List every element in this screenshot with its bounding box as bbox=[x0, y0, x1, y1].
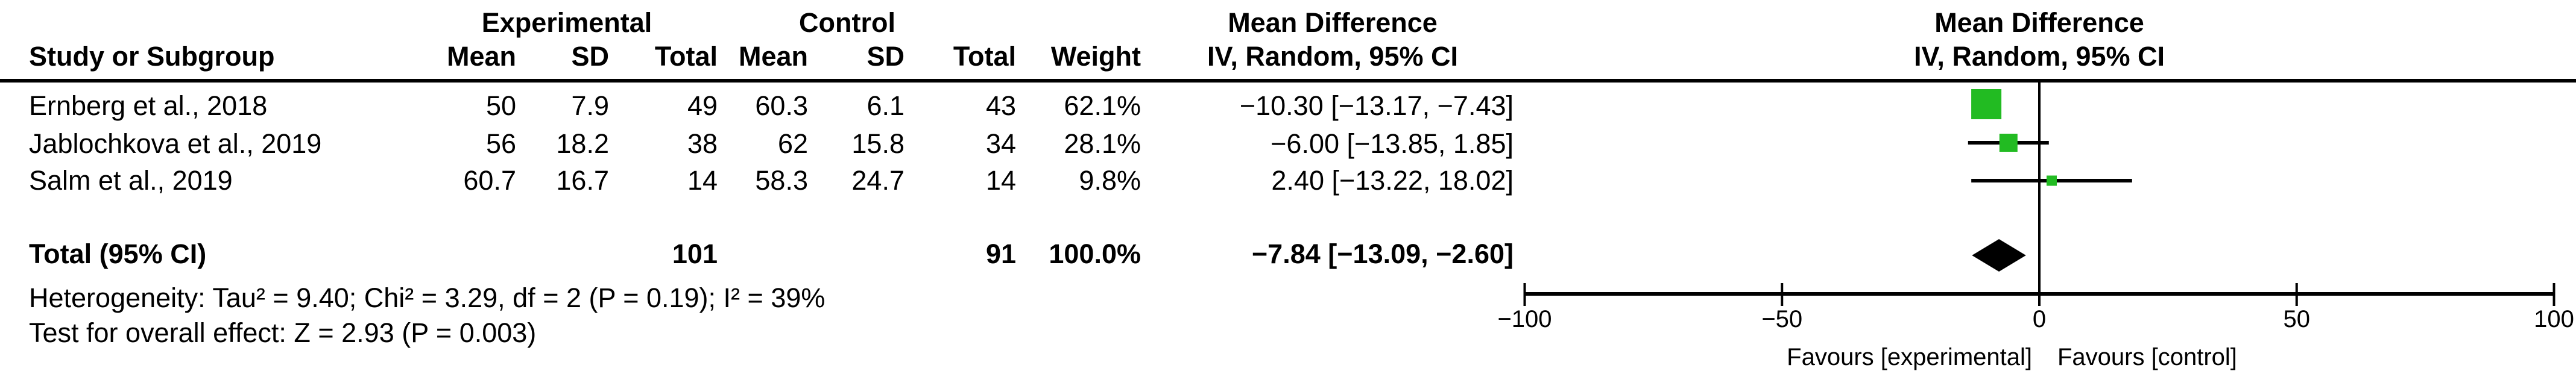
axis-tick bbox=[1523, 283, 1526, 306]
axis-tick bbox=[2552, 283, 2555, 306]
favours-left-label: Favours [experimental] bbox=[1787, 344, 2032, 370]
effect-square bbox=[2046, 175, 2057, 186]
summary-diamond bbox=[1972, 239, 2026, 272]
favours-right-label: Favours [control] bbox=[2057, 344, 2237, 370]
total-ctrl: 14 bbox=[985, 165, 1016, 196]
tick-label: 100 bbox=[2534, 306, 2574, 332]
total-exp: 38 bbox=[687, 128, 718, 159]
table-row: Salm et al., 2019 60.7 16.7 14 58.3 24.7… bbox=[0, 164, 2576, 198]
mean-exp: 60.7 bbox=[463, 165, 516, 196]
axis-tick bbox=[2038, 283, 2041, 306]
ci-value: 2.40 [−13.22, 18.02] bbox=[1271, 165, 1514, 196]
column-header-total-exp: Total bbox=[654, 41, 718, 72]
group-header-control: Control bbox=[799, 7, 895, 38]
overall-effect-text: Test for overall effect: Z = 2.93 (P = 0… bbox=[29, 317, 537, 348]
column-header-sd-exp: SD bbox=[571, 41, 609, 72]
total-n-ctrl: 91 bbox=[985, 238, 1016, 269]
column-header-sd-ctrl: SD bbox=[867, 41, 904, 72]
weight-value: 62.1% bbox=[1064, 90, 1141, 121]
table-row: Jablochkova et al., 2019 56 18.2 38 62 1… bbox=[0, 127, 2576, 161]
column-header-mean-exp: Mean bbox=[446, 41, 516, 72]
sd-ctrl: 6.1 bbox=[867, 90, 904, 121]
total-row: Total (95% CI) 101 91 100.0% −7.84 [−13.… bbox=[0, 237, 2576, 271]
column-header-ci: IV, Random, 95% CI bbox=[1207, 41, 1458, 72]
column-header-weight: Weight bbox=[1050, 41, 1141, 72]
study-name: Jablochkova et al., 2019 bbox=[29, 128, 322, 159]
ci-value: −6.00 [−13.85, 1.85] bbox=[1271, 128, 1514, 159]
total-ci: −7.84 [−13.09, −2.60] bbox=[1251, 238, 1514, 269]
sd-exp: 16.7 bbox=[556, 165, 609, 196]
axis-tick bbox=[1781, 283, 1784, 306]
sd-exp: 7.9 bbox=[571, 90, 609, 121]
column-header-mean-ctrl: Mean bbox=[738, 41, 808, 72]
study-name: Salm et al., 2019 bbox=[29, 165, 233, 196]
sd-ctrl: 24.7 bbox=[851, 165, 904, 196]
ci-value: −10.30 [−13.17, −7.43] bbox=[1239, 90, 1514, 121]
mean-exp: 56 bbox=[485, 128, 516, 159]
heterogeneity-text: Heterogeneity: Tau² = 9.40; Chi² = 3.29,… bbox=[29, 282, 826, 313]
total-weight: 100.0% bbox=[1049, 238, 1141, 269]
effect-square bbox=[1999, 134, 2018, 152]
effect-square bbox=[1971, 89, 2002, 119]
mean-ctrl: 58.3 bbox=[755, 165, 808, 196]
total-ctrl: 43 bbox=[985, 90, 1016, 121]
mean-exp: 50 bbox=[485, 90, 516, 121]
sd-exp: 18.2 bbox=[556, 128, 609, 159]
tick-label: −100 bbox=[1497, 306, 1552, 332]
plot-header-mean-difference: Mean Difference bbox=[1934, 7, 2144, 38]
column-header-total-ctrl: Total bbox=[953, 41, 1016, 72]
header-rule bbox=[0, 79, 2576, 83]
tick-label: 0 bbox=[2033, 306, 2046, 332]
table-row: Ernberg et al., 2018 50 7.9 49 60.3 6.1 … bbox=[0, 89, 2576, 123]
sd-ctrl: 15.8 bbox=[851, 128, 904, 159]
tick-label: −50 bbox=[1761, 306, 1802, 332]
plot-header-ci: IV, Random, 95% CI bbox=[1914, 41, 2165, 72]
total-exp: 14 bbox=[687, 165, 718, 196]
group-header-experimental: Experimental bbox=[481, 7, 652, 38]
study-name: Ernberg et al., 2018 bbox=[29, 90, 268, 121]
total-ctrl: 34 bbox=[985, 128, 1016, 159]
mean-ctrl: 60.3 bbox=[755, 90, 808, 121]
total-n-exp: 101 bbox=[672, 238, 718, 269]
weight-value: 9.8% bbox=[1079, 165, 1141, 196]
total-label: Total (95% CI) bbox=[29, 238, 207, 269]
tick-label: 50 bbox=[2284, 306, 2311, 332]
total-exp: 49 bbox=[687, 90, 718, 121]
column-group-mean-difference: Mean Difference bbox=[1228, 7, 1438, 38]
weight-value: 28.1% bbox=[1064, 128, 1141, 159]
zero-line bbox=[2038, 83, 2041, 305]
column-header-study: Study or Subgroup bbox=[29, 41, 275, 72]
axis-tick bbox=[2295, 283, 2298, 306]
mean-ctrl: 62 bbox=[777, 128, 808, 159]
